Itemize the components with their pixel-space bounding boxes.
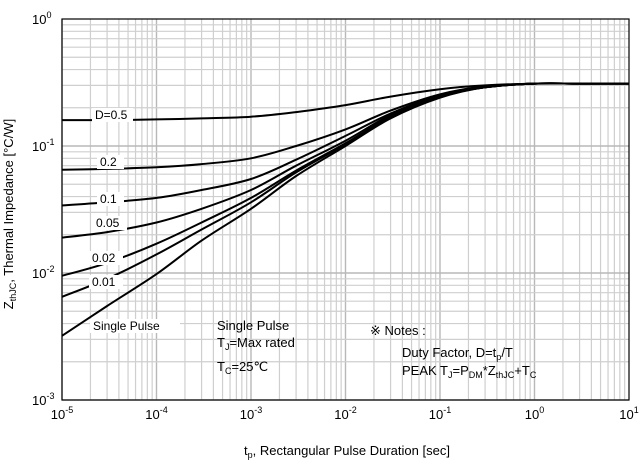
- y-tick-label: 100: [32, 10, 51, 27]
- curve-label: 0.02: [92, 251, 116, 265]
- x-tick-label: 10-1: [429, 405, 451, 422]
- plot-frame: [61, 18, 630, 401]
- curve-label: 0.05: [96, 216, 120, 230]
- curve-label: 0.01: [92, 275, 116, 289]
- y-tick-label: 10-3: [32, 391, 54, 408]
- curve-labels: D=0.5 0.2 0.1 0.05 0.02 0.01 Single Pulse: [89, 108, 180, 333]
- tick-labels: 10-5 10-4 10-3 10-2 10-1 100 101 100 10-1 10-2 10-…: [32, 10, 639, 422]
- condition-line-3: TC=25℃: [217, 359, 268, 376]
- curve-label-bg: [90, 319, 180, 333]
- curve-label: 0.2: [100, 155, 117, 169]
- condition-line-2: TJ=Max rated: [217, 335, 295, 352]
- data-curves: [61, 82, 629, 337]
- curve-label-bg: [92, 108, 133, 122]
- x-tick-label: 10-4: [145, 405, 167, 422]
- y-tick-label: 10-2: [32, 264, 54, 281]
- grid-lines: [61, 19, 629, 401]
- x-tick-label: 10-2: [334, 405, 356, 422]
- x-tick-label: 101: [619, 405, 638, 422]
- x-tick-label: 10-5: [51, 405, 73, 422]
- x-tick-label: 100: [525, 405, 544, 422]
- y-tick-label: 10-1: [32, 137, 54, 154]
- condition-line-1: Single Pulse: [217, 318, 289, 333]
- x-axis-title: tp, Rectangular Pulse Duration [sec]: [244, 443, 450, 460]
- curve-label-bg: [89, 275, 123, 289]
- curve-label: D=0.5: [95, 108, 128, 122]
- series-line: [61, 82, 629, 337]
- curve-label: Single Pulse: [93, 319, 160, 333]
- curve-label-bg: [89, 251, 123, 265]
- x-tick-label: 10-3: [240, 405, 262, 422]
- curve-label-bg: [93, 216, 127, 230]
- y-axis-title: ZthJC, Thermal Impedance [°C/W]: [1, 119, 18, 309]
- curve-label-bg: [97, 192, 124, 206]
- notes-duty-factor: Duty Factor, D=tp/T: [402, 345, 513, 362]
- notes-title: ※ Notes :: [370, 323, 426, 338]
- curve-label: 0.1: [100, 192, 117, 206]
- curve-label-bg: [97, 155, 124, 169]
- notes-peak: PEAK TJ=PDM*ZthJC+TC: [402, 363, 537, 380]
